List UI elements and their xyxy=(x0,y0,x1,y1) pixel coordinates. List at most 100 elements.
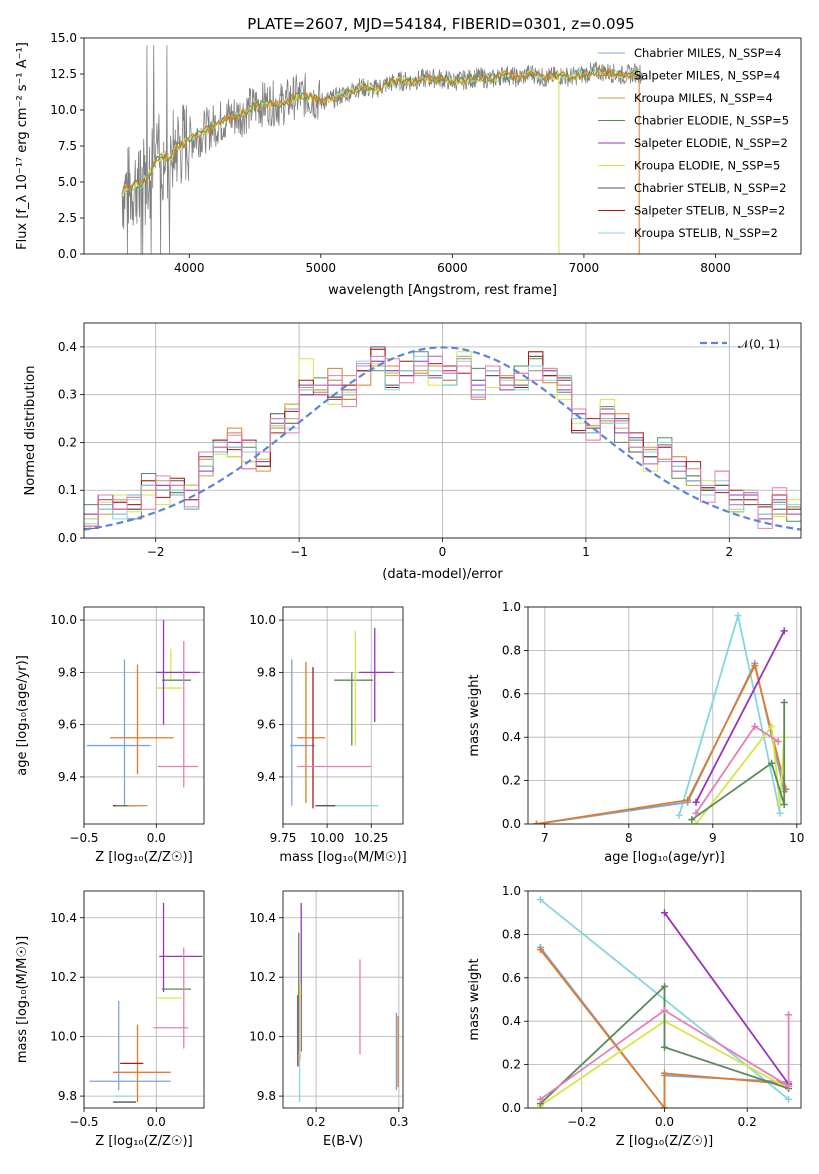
y-tick-label: 7.5 xyxy=(58,139,77,153)
y-tick-label: 1.0 xyxy=(502,600,521,614)
clipped-plot-area xyxy=(297,902,399,1103)
weight-point-marker xyxy=(751,662,759,670)
y-tick-label: 1.0 xyxy=(502,884,521,898)
x-tick-label: 0 xyxy=(439,545,447,559)
plot-frame xyxy=(282,890,404,1109)
y-tick-label: 0.2 xyxy=(502,1058,521,1072)
weight-series-line xyxy=(539,1009,790,1101)
clipped-plot-area xyxy=(290,627,395,809)
legend-entry-label: Chabrier ELODIE, N_SSP=5 xyxy=(634,114,789,128)
weight-point-marker xyxy=(692,798,700,806)
clipped-plot-area xyxy=(536,896,793,1108)
y-tick-label: 9.8 xyxy=(257,665,276,679)
weight-series-line xyxy=(691,702,786,821)
weight-point-marker xyxy=(774,738,782,746)
y-tick-label: 0.0 xyxy=(58,531,77,545)
weight-point-marker xyxy=(536,896,544,904)
y-tick-label: 0.4 xyxy=(58,340,77,354)
y-tick-label: 10.0 xyxy=(50,1030,77,1044)
y-tick-label: 9.8 xyxy=(58,665,77,679)
x-tick-label: 2 xyxy=(725,545,733,559)
clipped-plot-area xyxy=(532,612,790,824)
x-tick-label: 1 xyxy=(582,545,590,559)
clipped-plot-area xyxy=(86,620,200,807)
y-tick-label: 0.4 xyxy=(502,730,521,744)
x-tick-label: −0.2 xyxy=(567,1115,596,1129)
y-tick-label: 0.8 xyxy=(502,927,521,941)
age-vs-metallicity-panel: −0.5 0.0 9.4 9.6 9.8 10.0 Z [log₁₀(Z/Z☉)] age [… xyxy=(15,606,205,865)
x-tick-label: −1 xyxy=(290,545,308,559)
y-tick-label: 10.0 xyxy=(249,1030,276,1044)
mass-vs-reddening-panel: 0.2 0.3 9.8 10.0 10.2 10.4 E(B-V) xyxy=(249,890,408,1149)
weight-point-marker xyxy=(692,820,700,824)
legend-entry-label: Salpeter MILES, N_SSP=4 xyxy=(634,69,780,83)
weight-point-marker xyxy=(780,800,788,808)
weight-point-marker xyxy=(785,1082,793,1090)
weight-point-marker xyxy=(688,816,696,824)
weight-point-marker xyxy=(684,796,692,804)
y-tick-label: 10.4 xyxy=(50,911,77,925)
y-tick-label: 10.0 xyxy=(249,613,276,627)
y-tick-label: 10.2 xyxy=(249,970,276,984)
y-tick-label: 2.5 xyxy=(58,211,77,225)
x-axis-label: Z [log₁₀(Z/Z☉)] xyxy=(616,1134,713,1149)
x-tick-label: 10 xyxy=(789,831,804,845)
y-axis-label: mass weight xyxy=(467,958,482,1040)
x-tick-label: 5000 xyxy=(306,261,337,275)
weight-series-line xyxy=(695,630,786,803)
x-tick-label: 0.2 xyxy=(307,1115,326,1129)
y-tick-label: 0.0 xyxy=(502,817,521,831)
x-tick-label: 0.2 xyxy=(738,1115,757,1129)
weight-series-line xyxy=(695,724,786,824)
weight-series-line xyxy=(539,984,789,1105)
y-tick-label: 10.0 xyxy=(50,613,77,627)
figure-title: PLATE=2607, MJD=54184, FIBERID=0301, z=0… xyxy=(247,15,634,33)
x-tick-label: 7 xyxy=(541,831,549,845)
plot-frame xyxy=(83,890,205,1109)
weight-series-line xyxy=(536,663,787,824)
y-tick-label: 9.6 xyxy=(257,718,276,732)
x-tick-label: 9 xyxy=(709,831,717,845)
weight-point-marker xyxy=(661,982,668,990)
x-tick-label: 0.0 xyxy=(655,1115,674,1129)
y-tick-label: 0.1 xyxy=(58,483,77,497)
legend-entry-label: Salpeter ELODIE, N_SSP=2 xyxy=(634,136,788,150)
x-axis-label: age [log₁₀(age/yr)] xyxy=(604,850,725,865)
weight-point-marker xyxy=(780,627,788,635)
y-tick-label: 15.0 xyxy=(50,31,77,45)
y-tick-label: 0.2 xyxy=(502,774,521,788)
normal-reference-curve xyxy=(84,346,801,531)
x-tick-label: −2 xyxy=(147,545,165,559)
x-axis-label: (data-model)/error xyxy=(382,567,503,582)
y-tick-label: 9.8 xyxy=(58,1089,77,1103)
plot-frame xyxy=(83,37,802,255)
y-tick-label: 0.6 xyxy=(502,971,521,985)
weight-point-marker xyxy=(785,1011,793,1019)
mass-vs-metallicity-panel: −0.5 0.0 9.8 10.0 10.2 10.4 Z [log₁₀(Z/Z☉)] mas… xyxy=(15,890,205,1149)
y-axis-label: mass weight xyxy=(467,674,482,756)
plot-frame xyxy=(83,322,802,539)
clipped-plot-area xyxy=(84,346,801,531)
plot-frame xyxy=(527,890,802,1109)
y-axis-label: mass [log₁₀(M/M☉)] xyxy=(15,936,30,1063)
plot-frame xyxy=(83,606,205,825)
x-tick-label: −0.5 xyxy=(69,831,98,845)
x-axis-label: Z [log₁₀(Z/Z☉)] xyxy=(95,1134,192,1149)
weight-point-marker xyxy=(536,1095,544,1103)
weight-point-marker xyxy=(768,722,776,730)
x-axis-label: mass [log₁₀(M/M☉)] xyxy=(279,850,406,865)
y-tick-label: 5.0 xyxy=(58,175,77,189)
residuals-panel: −2 −1 0 1 2 0.0 0.1 0.2 0.3 0.4 (data-model)/error… xyxy=(23,322,802,582)
weight-point-marker xyxy=(776,809,784,817)
weight-point-marker xyxy=(532,820,540,824)
y-tick-label: 10.2 xyxy=(50,970,77,984)
y-tick-label: 9.4 xyxy=(257,770,276,784)
x-tick-label: 10.00 xyxy=(310,831,344,845)
y-tick-label: 9.6 xyxy=(58,718,77,732)
y-tick-label: 0.0 xyxy=(58,247,77,261)
plot-frame xyxy=(527,606,802,825)
clipped-plot-area xyxy=(121,45,644,254)
weight-series-line xyxy=(536,660,786,824)
weight-point-marker xyxy=(734,612,742,620)
